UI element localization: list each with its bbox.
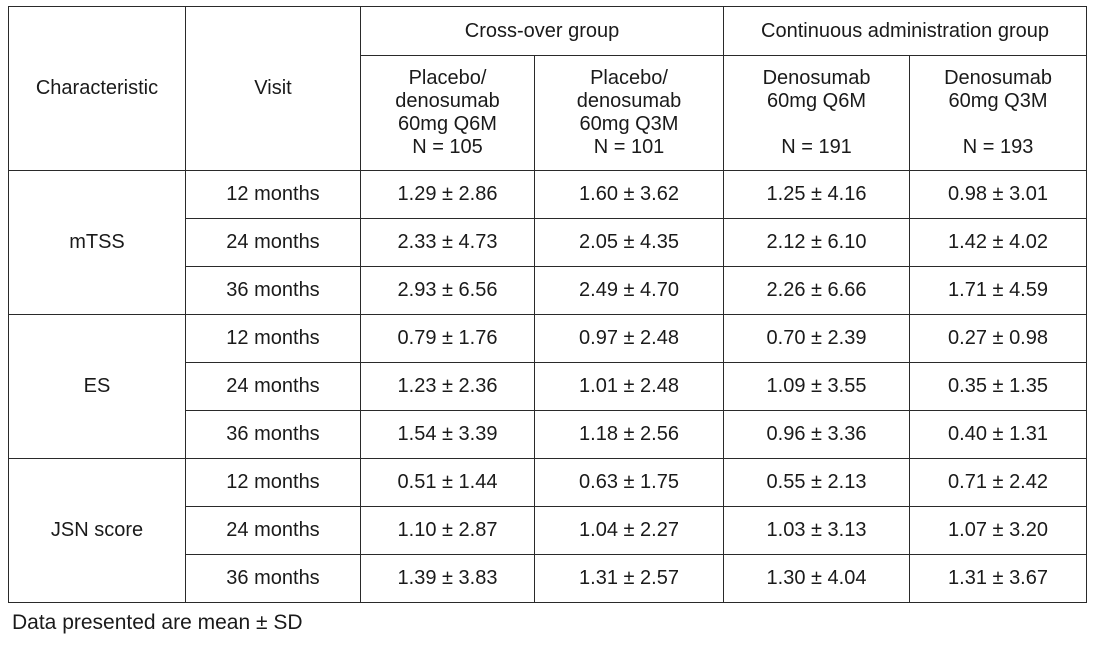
value-cell: 2.93 ± 6.56 xyxy=(360,266,535,315)
table-row: ES 12 months 0.79 ± 1.76 0.97 ± 2.48 0.7… xyxy=(8,314,1088,459)
table-row: 24 months 1.10 ± 2.87 1.04 ± 2.27 1.03 ±… xyxy=(9,506,1088,555)
results-table: Characteristic Visit Cross-over group Co… xyxy=(8,6,1088,603)
crossover-group-header: Cross-over group xyxy=(359,6,725,56)
value-cell: 1.60 ± 3.62 xyxy=(533,170,725,219)
value-cell: 1.01 ± 2.48 xyxy=(533,362,725,411)
value-cell: 0.98 ± 3.01 xyxy=(909,170,1088,219)
value-cell: 0.79 ± 1.76 xyxy=(360,314,535,363)
table-header: Characteristic Visit Cross-over group Co… xyxy=(8,6,1088,171)
section-label-mtss: mTSS xyxy=(8,170,186,315)
value-cell: 1.10 ± 2.87 xyxy=(360,506,535,555)
section-label-jsn-score: JSN score xyxy=(8,458,186,603)
arm-line: 60mg Q3M xyxy=(579,113,679,135)
visit-cell: 12 months xyxy=(185,314,361,363)
value-cell: 1.25 ± 4.16 xyxy=(723,170,911,219)
value-cell: 0.97 ± 2.48 xyxy=(533,314,725,363)
arm-line: 60mg Q6M xyxy=(767,90,866,112)
table-row: JSN score 12 months 0.51 ± 1.44 0.63 ± 1… xyxy=(8,458,1088,603)
value-cell: 1.04 ± 2.27 xyxy=(533,506,725,555)
arm-header-placebo-q6m: Placebo/ denosumab 60mg Q6M N = 105 xyxy=(360,55,535,171)
value-cell: 0.71 ± 2.42 xyxy=(909,458,1088,507)
arm-line: 60mg Q6M xyxy=(398,113,497,135)
arm-line: denosumab xyxy=(395,90,500,112)
visit-cell: 36 months xyxy=(185,410,361,459)
arm-line: denosumab xyxy=(576,90,682,112)
arm-line: Denosumab xyxy=(944,67,1052,89)
arm-line: Placebo/ xyxy=(590,67,668,89)
arm-line: Denosumab xyxy=(762,67,871,89)
characteristic-header: Characteristic xyxy=(8,6,186,171)
value-cell: 0.51 ± 1.44 xyxy=(360,458,535,507)
visit-cell: 36 months xyxy=(185,266,361,315)
arm-line-spacer xyxy=(724,113,909,136)
arm-n: N = 105 xyxy=(412,136,483,158)
value-cell: 0.63 ± 1.75 xyxy=(533,458,725,507)
visit-cell: 24 months xyxy=(185,362,361,411)
value-cell: 2.12 ± 6.10 xyxy=(723,218,911,267)
arm-header-placebo-q3m: Placebo/ denosumab 60mg Q3M N = 101 xyxy=(533,55,725,171)
table-row: mTSS 12 months 1.29 ± 2.86 1.60 ± 3.62 1… xyxy=(8,170,1088,315)
arm-header-denosumab-q6m: Denosumab 60mg Q6M N = 191 xyxy=(723,55,911,171)
value-cell: 0.27 ± 0.98 xyxy=(909,314,1088,363)
value-cell: 0.55 ± 2.13 xyxy=(723,458,911,507)
arm-n: N = 101 xyxy=(593,136,665,158)
value-cell: 2.33 ± 4.73 xyxy=(360,218,535,267)
table-row: 36 months 1.39 ± 3.83 1.31 ± 2.57 1.30 ±… xyxy=(9,554,1088,603)
visit-cell: 36 months xyxy=(185,554,361,603)
arm-header-denosumab-q3m: Denosumab 60mg Q3M N = 193 xyxy=(909,55,1088,171)
value-cell: 1.30 ± 4.04 xyxy=(723,554,911,603)
value-cell: 1.29 ± 2.86 xyxy=(360,170,535,219)
arm-line-spacer xyxy=(910,113,1086,136)
value-cell: 0.40 ± 1.31 xyxy=(909,410,1088,459)
visit-cell: 24 months xyxy=(185,218,361,267)
value-cell: 1.39 ± 3.83 xyxy=(360,554,535,603)
arm-n: N = 191 xyxy=(781,136,852,158)
arm-line: Placebo/ xyxy=(408,67,487,89)
value-cell: 1.31 ± 2.57 xyxy=(533,554,725,603)
value-cell: 1.31 ± 3.67 xyxy=(909,554,1088,603)
value-cell: 2.49 ± 4.70 xyxy=(533,266,725,315)
visit-header: Visit xyxy=(185,6,361,171)
arm-n: N = 193 xyxy=(962,136,1034,158)
continuous-group-header: Continuous administration group xyxy=(723,6,1088,56)
value-cell: 1.09 ± 3.55 xyxy=(723,362,911,411)
visit-cell: 12 months xyxy=(185,458,361,507)
footnote: Data presented are mean ± SD xyxy=(12,611,303,634)
value-cell: 1.03 ± 3.13 xyxy=(723,506,911,555)
visit-cell: 12 months xyxy=(185,170,361,219)
section-label-es: ES xyxy=(8,314,186,459)
value-cell: 1.23 ± 2.36 xyxy=(360,362,535,411)
value-cell: 1.07 ± 3.20 xyxy=(909,506,1088,555)
value-cell: 1.18 ± 2.56 xyxy=(533,410,725,459)
value-cell: 1.42 ± 4.02 xyxy=(909,218,1088,267)
value-cell: 0.70 ± 2.39 xyxy=(723,314,911,363)
value-cell: 1.71 ± 4.59 xyxy=(909,266,1088,315)
visit-cell: 24 months xyxy=(185,506,361,555)
value-cell: 0.96 ± 3.36 xyxy=(723,410,911,459)
value-cell: 2.26 ± 6.66 xyxy=(723,266,911,315)
value-cell: 0.35 ± 1.35 xyxy=(909,362,1088,411)
arm-line: 60mg Q3M xyxy=(948,90,1048,112)
table-body: mTSS 12 months 1.29 ± 2.86 1.60 ± 3.62 1… xyxy=(8,170,1088,603)
header-row-groups: Characteristic Visit Cross-over group Co… xyxy=(8,6,1088,171)
value-cell: 2.05 ± 4.35 xyxy=(533,218,725,267)
table-row: 24 months 2.33 ± 4.73 2.05 ± 4.35 2.12 ±… xyxy=(9,218,1088,267)
value-cell: 1.54 ± 3.39 xyxy=(360,410,535,459)
